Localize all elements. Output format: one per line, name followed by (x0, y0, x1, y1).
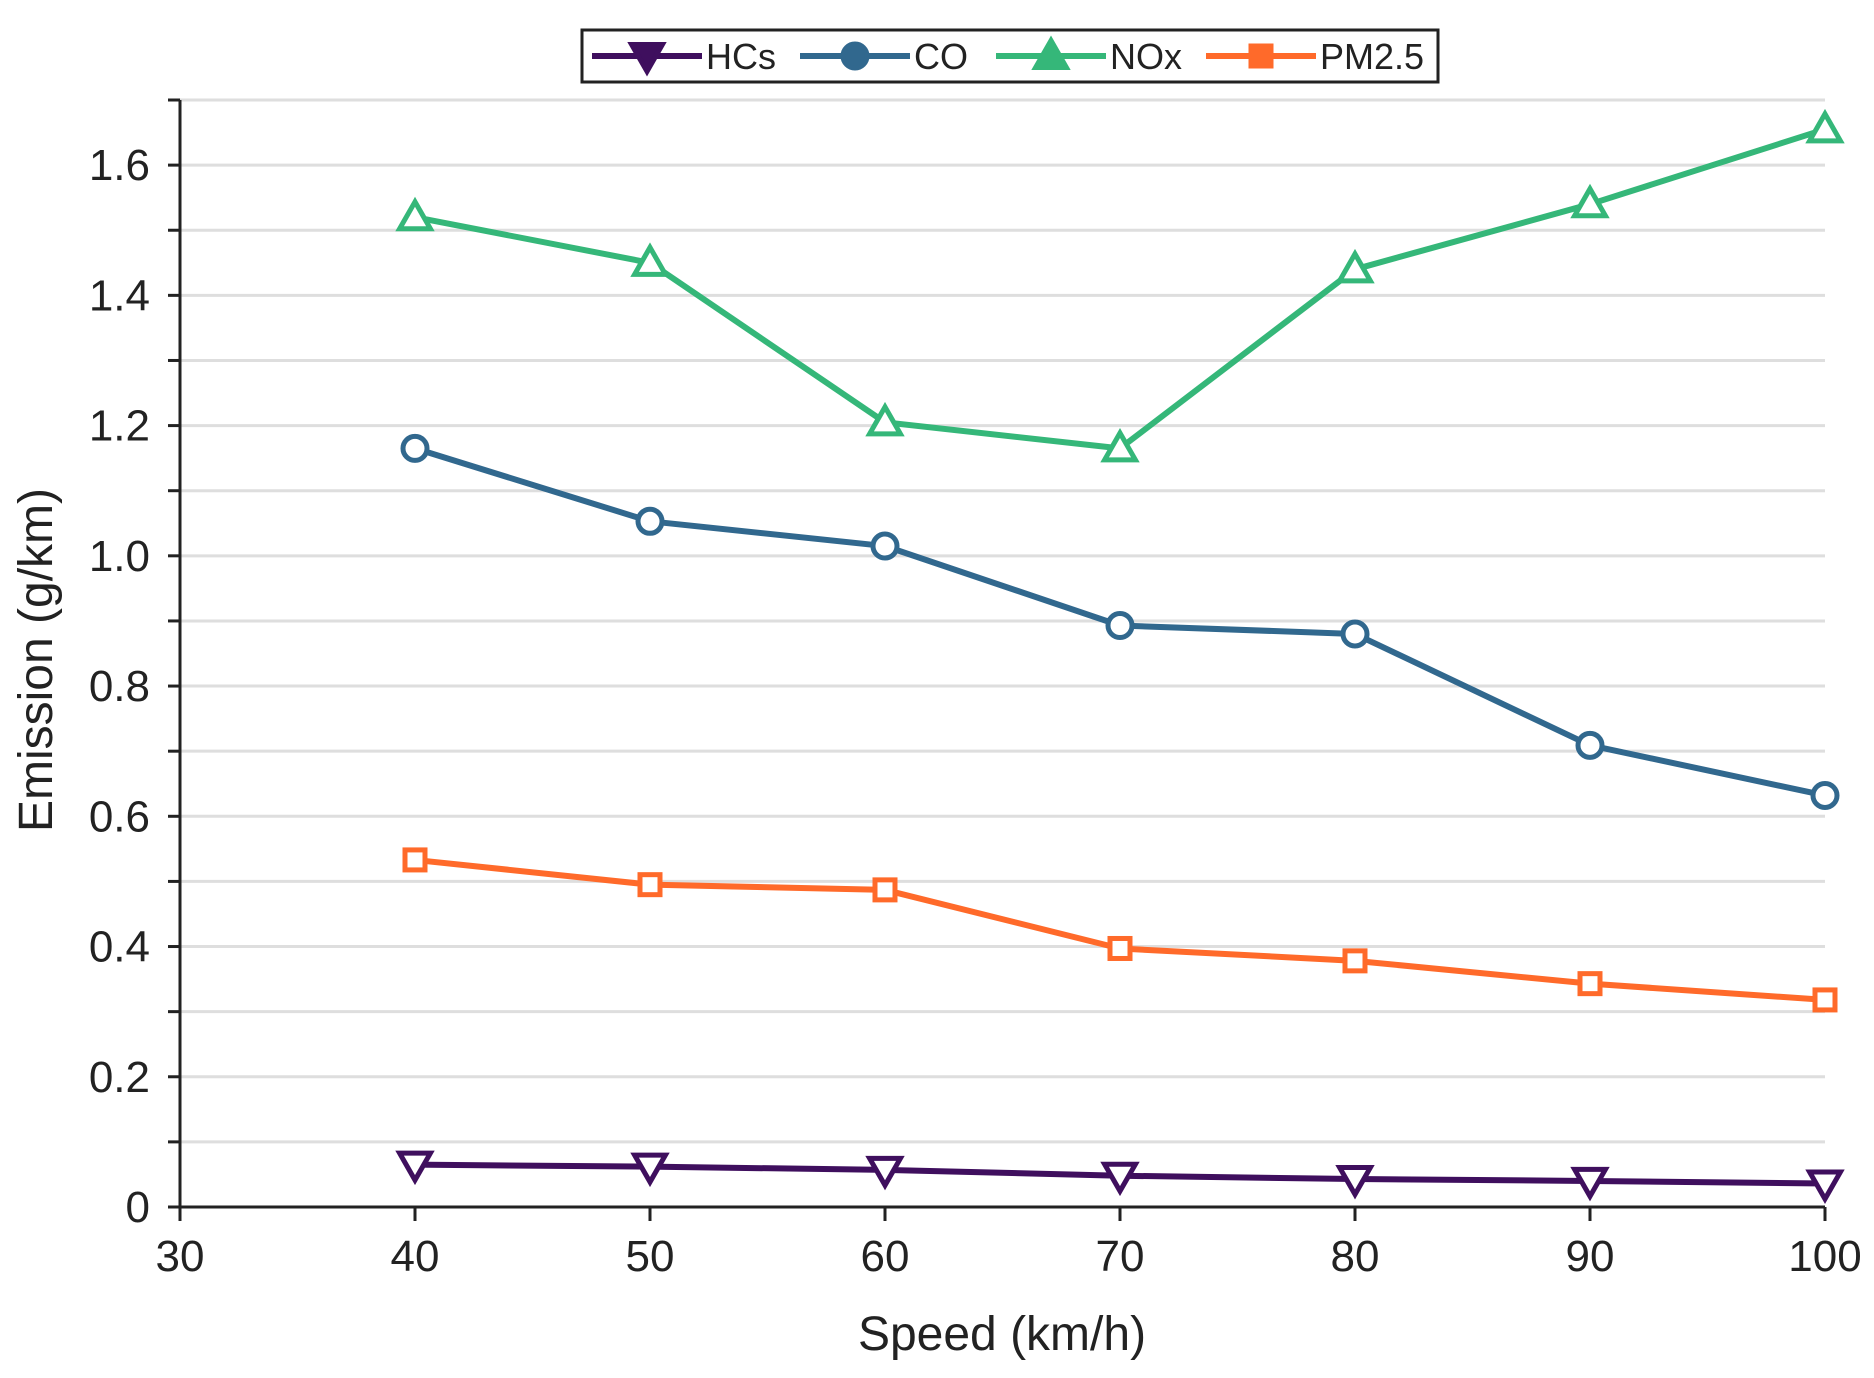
legend-item-hcs: HCs (592, 36, 776, 77)
data-point-pm2-5 (637, 872, 663, 898)
legend-marker-hcs (627, 41, 667, 77)
data-point-pm2-5 (872, 877, 898, 903)
data-point-hcs (1335, 1164, 1375, 1200)
legend: HCs CO NOx PM2.5 (580, 28, 1440, 84)
data-point-co (1105, 610, 1135, 640)
legend-item-co: CO (800, 36, 968, 77)
series-pm2-5 (402, 847, 1838, 1013)
data-point-co (1575, 730, 1605, 760)
y-tick-label: 0.4 (89, 923, 150, 972)
data-point-nox (1100, 427, 1140, 463)
data-point-hcs (865, 1155, 905, 1191)
legend-label-hcs: HCs (706, 36, 776, 77)
data-point-pm2-5 (1812, 987, 1838, 1013)
legend-item-nox: NOx (996, 35, 1182, 77)
data-point-nox (395, 196, 435, 232)
legend-label-nox: NOx (1110, 36, 1182, 77)
data-point-co (870, 531, 900, 561)
y-tick-label: 0 (126, 1183, 150, 1232)
data-point-nox (1335, 248, 1375, 284)
data-point-hcs (395, 1150, 435, 1186)
y-tick-label: 1.6 (89, 141, 150, 190)
data-point-hcs (1570, 1166, 1610, 1202)
legend-marker-co (840, 41, 870, 71)
x-tick-label: 40 (391, 1232, 440, 1281)
y-tick-label: 1.2 (89, 402, 150, 451)
y-tick-label: 1.4 (89, 271, 150, 320)
axes: 0 0.2 0.4 0.6 0.8 1.0 1.2 1.4 1.6 30 40 50 60 70 80 90 1… (89, 98, 1862, 1281)
data-point-pm2-5 (402, 847, 428, 873)
y-axis-label: Emission (g/km) (10, 488, 63, 832)
data-point-pm2-5 (1577, 971, 1603, 997)
data-point-nox (865, 401, 905, 437)
data-point-pm2-5 (1342, 948, 1368, 974)
x-tick-label: 60 (861, 1232, 910, 1281)
y-tick-label: 1.0 (89, 532, 150, 581)
data-point-co (1810, 780, 1840, 810)
x-tick-label: 100 (1788, 1232, 1861, 1281)
legend-marker-pm2-5 (1248, 43, 1274, 69)
data-point-hcs (630, 1152, 670, 1188)
legend-item-pm2-5: PM2.5 (1206, 36, 1424, 77)
data-point-pm2-5 (1107, 935, 1133, 961)
x-tick-label: 70 (1096, 1232, 1145, 1281)
y-tick-label: 0.6 (89, 792, 150, 841)
data-point-co (400, 433, 430, 463)
data-point-co (635, 506, 665, 536)
data-point-co (1340, 619, 1370, 649)
y-tick-label: 0.2 (89, 1053, 150, 1102)
data-point-hcs (1805, 1169, 1845, 1204)
x-tick-label: 30 (156, 1232, 205, 1281)
legend-label-co: CO (914, 36, 968, 77)
x-axis-label: Speed (km/h) (858, 1308, 1146, 1361)
series-lines (395, 108, 1845, 1204)
gridlines (180, 98, 1825, 1144)
y-tick-label: 0.8 (89, 662, 150, 711)
legend-label-pm2-5: PM2.5 (1320, 36, 1424, 77)
series-co (400, 433, 1840, 810)
x-tick-label: 50 (626, 1232, 675, 1281)
data-point-hcs (1100, 1161, 1140, 1197)
x-tick-label: 80 (1331, 1232, 1380, 1281)
x-tick-label: 90 (1566, 1232, 1615, 1281)
data-point-nox (630, 242, 670, 277)
legend-marker-nox (1031, 35, 1071, 71)
data-point-nox (1570, 183, 1610, 219)
data-point-nox (1805, 108, 1845, 144)
series-nox (395, 108, 1845, 463)
series-hcs (395, 1150, 1845, 1204)
